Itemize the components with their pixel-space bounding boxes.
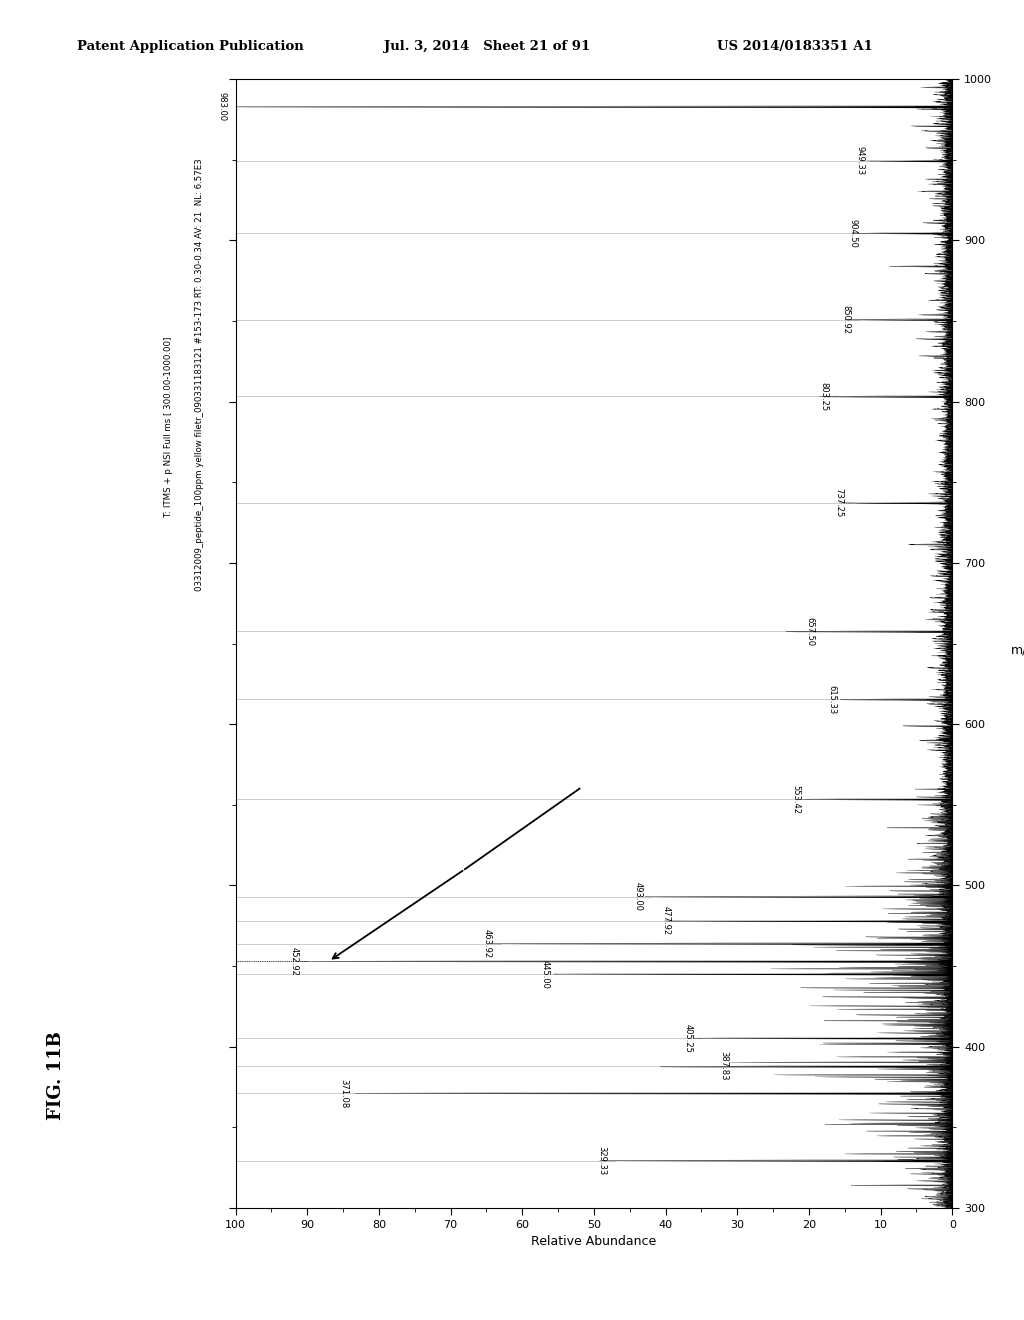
- Text: 477.92: 477.92: [662, 907, 671, 936]
- Text: T: ITMS + p NSI Full ms [ 300.00-1000.00]: T: ITMS + p NSI Full ms [ 300.00-1000.00…: [165, 337, 173, 517]
- Text: 387.83: 387.83: [719, 1052, 728, 1081]
- Text: FIG. 11B: FIG. 11B: [47, 1031, 66, 1121]
- Text: 452.92: 452.92: [289, 946, 298, 975]
- Text: 737.25: 737.25: [834, 488, 843, 517]
- Text: 445.00: 445.00: [541, 960, 549, 989]
- Text: US 2014/0183351 A1: US 2014/0183351 A1: [717, 40, 872, 53]
- Text: 03312009_peptide_100ppm yellow filetr_090331183121 #153-173 RT: 0.30-0.34 AV: 21: 03312009_peptide_100ppm yellow filetr_09…: [196, 158, 204, 591]
- Text: 949.33: 949.33: [855, 147, 864, 176]
- Text: 615.33: 615.33: [827, 685, 836, 714]
- Text: Patent Application Publication: Patent Application Publication: [77, 40, 303, 53]
- Text: Jul. 3, 2014   Sheet 21 of 91: Jul. 3, 2014 Sheet 21 of 91: [384, 40, 590, 53]
- Text: 405.25: 405.25: [684, 1024, 692, 1052]
- Text: 553.42: 553.42: [791, 784, 800, 813]
- Text: 983.00: 983.00: [218, 92, 226, 121]
- Text: 463.92: 463.92: [483, 929, 492, 958]
- Text: 803.25: 803.25: [819, 381, 828, 411]
- Text: 329.33: 329.33: [597, 1146, 606, 1175]
- X-axis label: Relative Abundance: Relative Abundance: [531, 1236, 656, 1249]
- Text: 904.50: 904.50: [848, 219, 857, 248]
- Text: 657.50: 657.50: [805, 616, 814, 645]
- Text: 850.92: 850.92: [841, 305, 850, 334]
- Y-axis label: m/z: m/z: [1012, 644, 1024, 656]
- Text: 493.00: 493.00: [633, 882, 642, 911]
- Text: 371.08: 371.08: [340, 1078, 348, 1107]
